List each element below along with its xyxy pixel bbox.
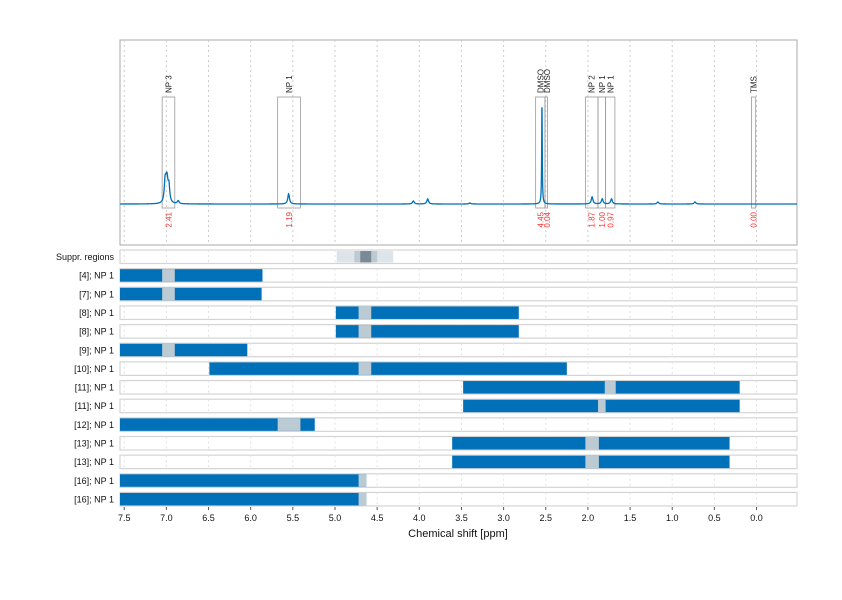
row-label: [11]; NP 1 xyxy=(75,383,114,393)
excluded-segment xyxy=(598,399,606,413)
row-label: [11]; NP 1 xyxy=(75,401,114,411)
integral-value: 2.41 xyxy=(164,211,173,227)
integration-region-box xyxy=(751,96,757,209)
x-tick-label: 4.0 xyxy=(413,513,426,523)
region-label: NP 3 xyxy=(164,75,173,93)
excluded-segment xyxy=(585,437,599,450)
x-tick-label: 3.0 xyxy=(497,513,510,523)
x-tick-label: 2.5 xyxy=(540,513,553,523)
x-tick-label: 3.5 xyxy=(455,513,468,523)
range-bar xyxy=(463,381,740,394)
x-tick-label: 0.0 xyxy=(750,513,763,523)
x-tick-label: 7.0 xyxy=(160,513,173,523)
integral-value: 0.00 xyxy=(750,211,759,227)
suppressed-region-band xyxy=(360,251,372,263)
x-axis: 7.5 7.0 6.5 6.0 5.5 5.0 4.5 4.0 3.5 3.0 2.5 2.0 1.5 1… xyxy=(118,507,763,523)
integration-region-box xyxy=(161,96,176,209)
integration-region-box xyxy=(544,96,548,209)
row-label: [10]; NP 1 xyxy=(74,364,114,374)
x-tick-label: 6.0 xyxy=(244,513,257,523)
range-bar xyxy=(120,492,367,506)
integral-value: 4.45 xyxy=(536,211,545,227)
excluded-segment xyxy=(162,287,175,301)
row-label: [8]; NP 1 xyxy=(79,308,114,318)
x-tick-label: 4.5 xyxy=(371,513,384,523)
region-label: DMSO xyxy=(543,69,552,93)
range-bar xyxy=(120,343,248,357)
excluded-segment xyxy=(358,362,372,375)
excluded-segment xyxy=(604,381,616,394)
integral-value: 1.87 xyxy=(588,211,597,227)
region-label: NP 1 xyxy=(598,75,607,93)
x-tick-label: 6.5 xyxy=(202,513,215,523)
x-tick-label: 1.0 xyxy=(666,513,679,523)
excluded-segment xyxy=(358,492,367,506)
excluded-segment xyxy=(162,343,175,357)
spectrum-panel: NP 3 2.41 NP 1 1.19 DMSO 4.45 DMSO 0.04 NP 2 1.87… xyxy=(119,39,798,246)
region-label: TMS xyxy=(750,76,759,93)
integration-region-box xyxy=(605,96,616,209)
region-label: DMSO xyxy=(536,69,545,93)
range-bar xyxy=(120,269,263,282)
spectrum-frame xyxy=(119,39,798,246)
range-bar xyxy=(120,418,315,431)
row-label: [13]; NP 1 xyxy=(74,457,114,467)
range-bar xyxy=(335,306,519,319)
row-label: [16]; NP 1 xyxy=(74,476,114,486)
integral-value: 0.97 xyxy=(606,211,615,227)
range-rows-panel: Suppr. regions [4]; NP 1 [7]; NP 1 [8]; NP … xyxy=(56,249,798,507)
region-label: NP 2 xyxy=(588,75,597,93)
row-label: [8]; NP 1 xyxy=(79,327,114,337)
range-bar xyxy=(120,287,262,301)
range-bar xyxy=(335,325,519,338)
x-axis-label: Chemical shift [ppm] xyxy=(408,528,508,540)
row-label: [13]; NP 1 xyxy=(74,439,114,449)
row-frame xyxy=(119,249,798,265)
excluded-segment xyxy=(358,306,372,319)
excluded-segment xyxy=(585,455,599,469)
region-label: NP 1 xyxy=(285,75,294,93)
row-label: [12]; NP 1 xyxy=(74,420,114,430)
integral-value: 1.00 xyxy=(598,211,607,227)
x-tick-label: 2.0 xyxy=(582,513,595,523)
excluded-segment xyxy=(162,269,175,282)
row-label: [9]; NP 1 xyxy=(79,345,114,355)
row-label: [4]; NP 1 xyxy=(79,271,114,281)
row-label: [7]; NP 1 xyxy=(79,289,114,299)
row-label: Suppr. regions xyxy=(56,252,115,262)
x-tick-label: 0.5 xyxy=(708,513,721,523)
excluded-segment xyxy=(358,325,372,338)
x-tick-label: 5.0 xyxy=(329,513,342,523)
x-tick-label: 5.5 xyxy=(287,513,300,523)
row-label: [16]; NP 1 xyxy=(74,494,114,504)
excluded-segment xyxy=(358,474,367,487)
integral-value: 0.04 xyxy=(543,211,552,227)
integration-region-box xyxy=(277,96,301,209)
excluded-segment xyxy=(277,418,301,431)
integral-value: 1.19 xyxy=(285,211,294,227)
x-tick-label: 7.5 xyxy=(118,513,131,523)
range-bar xyxy=(209,362,567,375)
spectrum-line xyxy=(120,107,797,205)
x-tick-label: 1.5 xyxy=(624,513,637,523)
range-bar xyxy=(120,474,367,487)
region-label: NP 1 xyxy=(606,75,615,93)
